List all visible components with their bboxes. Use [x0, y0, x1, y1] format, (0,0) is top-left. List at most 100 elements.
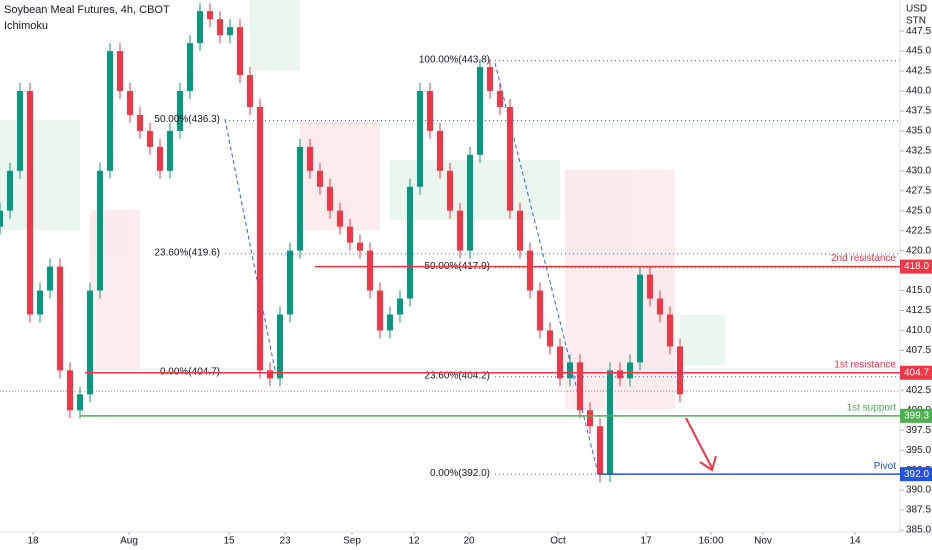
y-tick-label: 447.5 [906, 26, 931, 37]
candle-body [57, 266, 63, 371]
y-tick-label: 387.5 [906, 505, 931, 516]
y-tick-label: 415.0 [906, 285, 931, 296]
candle-body [217, 19, 223, 36]
candle-body [367, 250, 373, 291]
candle-body [307, 146, 313, 171]
x-tick-label: 12 [408, 536, 420, 547]
x-tick-label: Nov [754, 536, 772, 547]
candle-body [567, 362, 573, 379]
candle-body [197, 11, 203, 44]
candle-body [617, 370, 623, 379]
candle-body [417, 90, 423, 187]
candle-body [207, 11, 213, 20]
currency: USD [906, 4, 927, 15]
candle-body [647, 274, 653, 299]
price-tag [900, 467, 932, 482]
candle-body [137, 114, 143, 131]
candle-body [587, 410, 593, 427]
candle-body [187, 43, 193, 91]
candle-body [667, 314, 673, 347]
level-name: 2nd resistance [831, 253, 896, 264]
y-tick-label: 407.5 [906, 345, 931, 356]
x-tick-label: 15 [223, 536, 235, 547]
candle-body [257, 106, 263, 371]
y-tick-label: 437.5 [906, 106, 931, 117]
candle-body [637, 274, 643, 363]
candle-body [177, 90, 183, 131]
y-tick-label: 390.0 [906, 485, 931, 496]
y-tick-label: 420.0 [906, 245, 931, 256]
level-name: 1st resistance [834, 359, 896, 370]
candle-body [357, 242, 363, 251]
candle-body [247, 75, 253, 107]
y-tick-label: 427.5 [906, 185, 931, 196]
candle-body [0, 210, 3, 227]
candle-body [507, 106, 513, 211]
price-tag-label: 399.3 [904, 411, 929, 422]
y-tick-label: 402.5 [906, 385, 931, 396]
candle-body [37, 290, 43, 315]
x-tick-label: Sep [343, 536, 361, 547]
candle-body [127, 90, 133, 115]
candle-body [377, 290, 383, 331]
candle-body [287, 250, 293, 315]
candle-body [117, 51, 123, 91]
x-tick-label: 20 [463, 536, 475, 547]
candle-body [437, 130, 443, 171]
candle-body [297, 146, 303, 251]
candle-body [97, 170, 103, 291]
x-tick-label: 18 [27, 536, 39, 547]
candle-body [487, 67, 493, 91]
price-tag [900, 365, 932, 380]
y-tick-label: 412.5 [906, 305, 931, 316]
x-tick-label: 23 [279, 536, 291, 547]
fib-trend-line [224, 118, 276, 371]
x-tick-label: 16:00 [698, 536, 723, 547]
x-tick-label: Aug [120, 536, 138, 547]
candle-body [7, 170, 13, 211]
fib-label: 23.60%(404.2) [424, 370, 490, 381]
indicator-label: Ichimoku [4, 20, 48, 32]
price-tag [900, 408, 932, 423]
y-tick-label: 435.0 [906, 126, 931, 137]
candle-body [147, 130, 153, 147]
price-tag-label: 404.7 [904, 367, 929, 378]
candle-body [347, 226, 353, 243]
candle-body [527, 250, 533, 291]
candle-body [77, 394, 83, 411]
candle-body [497, 90, 503, 107]
candle-body [337, 210, 343, 227]
candle-body [457, 210, 463, 251]
price-tag [900, 259, 932, 274]
candle-body [607, 370, 613, 475]
candle-body [477, 67, 483, 155]
arrow [685, 417, 717, 472]
y-tick-label: 442.5 [906, 66, 931, 77]
candle-body [157, 146, 163, 171]
y-tick-label: 445.0 [906, 46, 931, 57]
candle-body [427, 90, 433, 131]
level-name: Pivot [874, 461, 896, 472]
candle-body [547, 330, 553, 347]
candle-body [107, 51, 113, 171]
candle-body [17, 90, 23, 171]
x-tick-label: 14 [849, 536, 861, 547]
candle-body [387, 314, 393, 331]
candle-body [517, 210, 523, 251]
y-tick-label: 430.0 [906, 165, 931, 176]
candle-body [227, 27, 233, 36]
fib-label: 100.00%(443.8) [419, 54, 490, 65]
candle-body [597, 426, 603, 475]
candle-body [87, 290, 93, 395]
candle-body [27, 90, 33, 315]
y-tick-label: 422.5 [906, 225, 931, 236]
cloud-green [680, 315, 725, 365]
candle-body [237, 27, 243, 76]
chart-title: Soybean Meal Futures, 4h, CBOT [4, 4, 170, 16]
candle-body [277, 314, 283, 379]
y-tick-label: 410.0 [906, 325, 931, 336]
candle-body [677, 346, 683, 395]
candle-body [657, 298, 663, 315]
fib-label: 50.00%(436.3) [154, 114, 220, 125]
